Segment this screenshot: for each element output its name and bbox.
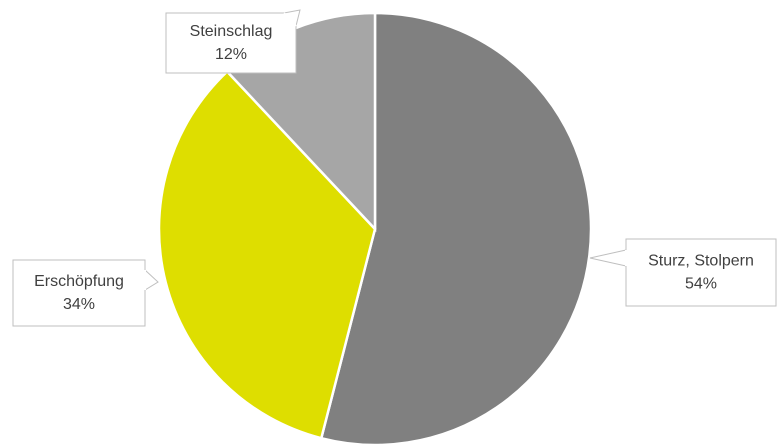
category-label: Sturz, Stolpern <box>648 253 754 270</box>
pie-slice <box>157 69 377 440</box>
value-label: 34% <box>63 296 95 313</box>
label-box <box>12 259 146 327</box>
label-pointer <box>144 268 159 291</box>
label-pointer <box>589 249 627 267</box>
label-box <box>625 238 777 307</box>
value-label: 54% <box>685 276 717 293</box>
value-label: 12% <box>215 46 247 63</box>
pie-slice <box>319 11 593 444</box>
label-box <box>165 12 297 74</box>
category-label: Erschöpfung <box>34 273 124 290</box>
category-label: Steinschlag <box>190 23 273 40</box>
pointer-join <box>283 12 297 27</box>
